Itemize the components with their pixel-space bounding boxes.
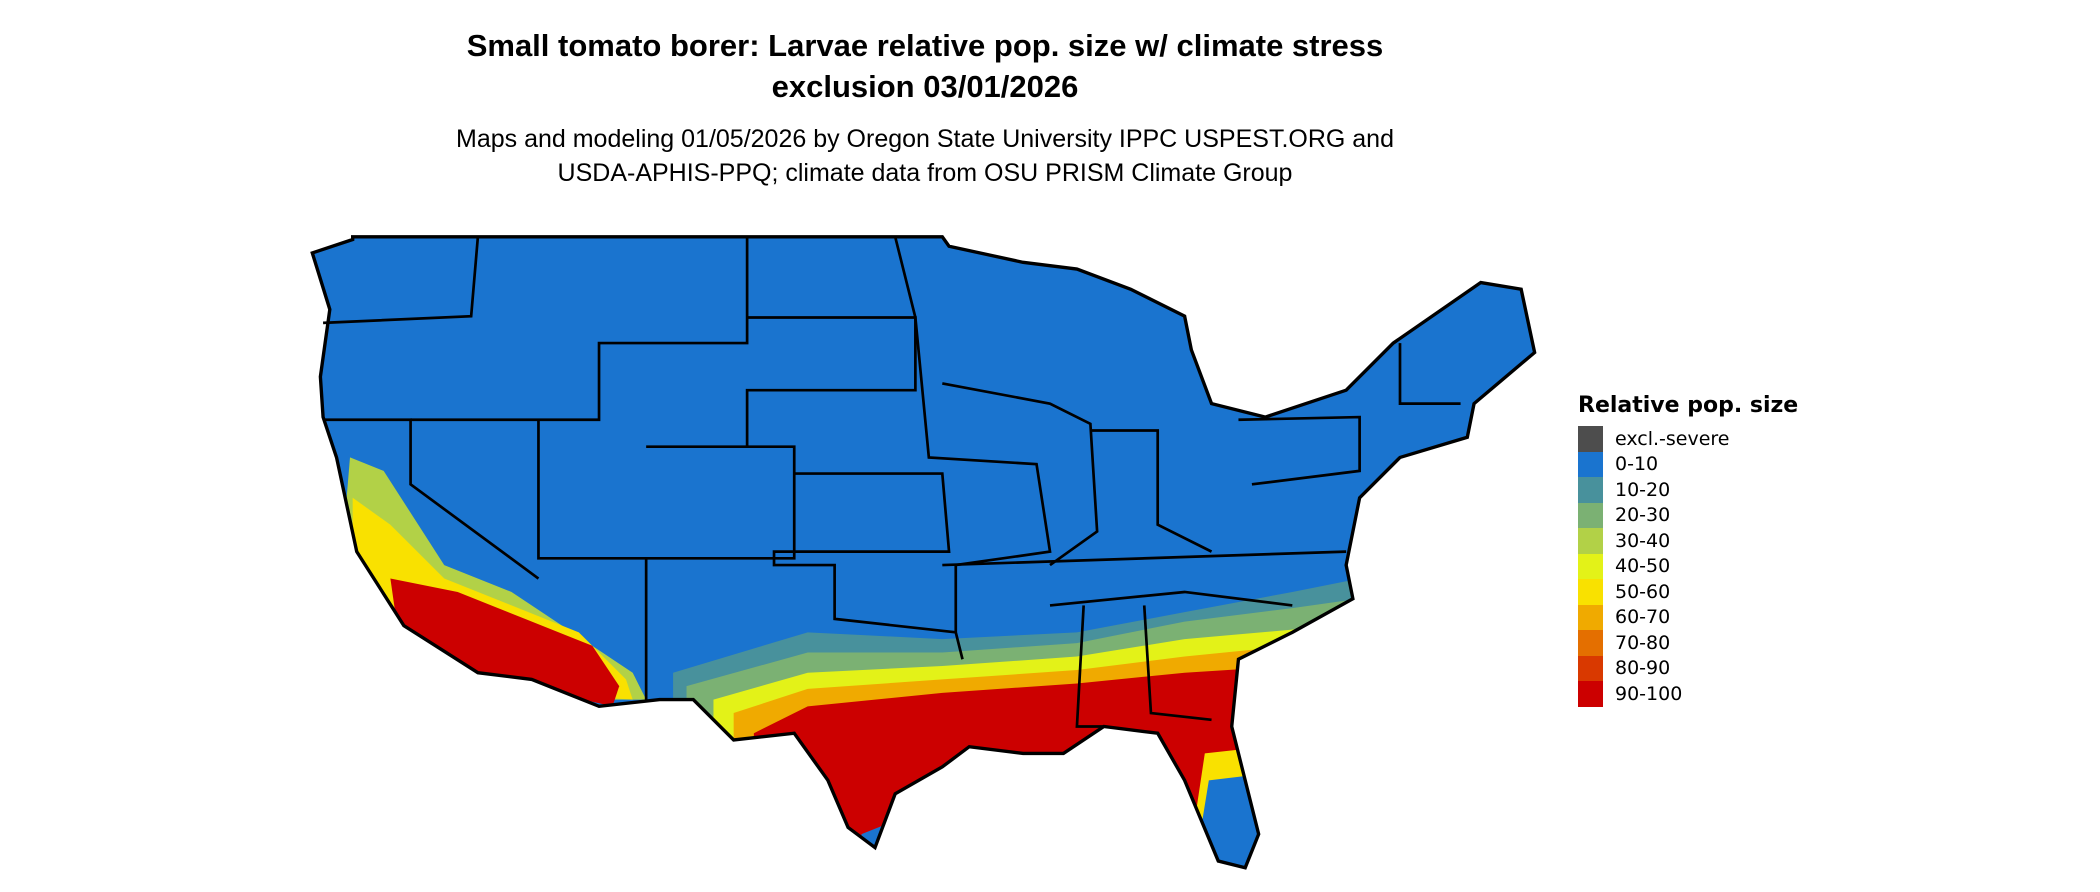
legend-swatch: [1578, 477, 1603, 503]
map-subtitle-line1: Maps and modeling 01/05/2026 by Oregon S…: [456, 125, 1394, 153]
legend-label: excl.-severe: [1615, 427, 1730, 450]
legend-item: 60-70: [1578, 604, 1798, 630]
legend-label: 30-40: [1615, 529, 1671, 552]
legend-swatch: [1578, 426, 1603, 452]
legend-label: 60-70: [1615, 606, 1671, 629]
legend-item: 40-50: [1578, 553, 1798, 579]
legend-title: Relative pop. size: [1578, 393, 1799, 418]
legend-item: 30-40: [1578, 528, 1798, 554]
map-subtitle-line2: USDA-APHIS-PPQ; climate data from OSU PR…: [557, 159, 1293, 187]
legend-label: 10-20: [1615, 478, 1671, 501]
legend-item: 90-100: [1578, 681, 1798, 707]
legend-swatch: [1578, 681, 1603, 707]
region-sw-90-100: [390, 578, 620, 707]
legend-label: 40-50: [1615, 555, 1671, 578]
legend-swatch: [1578, 655, 1603, 681]
legend-label: 20-30: [1615, 504, 1671, 527]
legend-label: 80-90: [1615, 657, 1671, 680]
legend: Relative pop. size excl.-severe 0-10 10-20…: [1578, 393, 1798, 707]
legend-items: excl.-severe 0-10 10-20 20-30 30-40 40-50 50-6…: [1578, 426, 1798, 707]
legend-item: 0-10: [1578, 451, 1798, 477]
legend-label: 50-60: [1615, 580, 1671, 603]
map-title-line1: Small tomato borer: Larvae relative pop.…: [466, 28, 1384, 63]
legend-swatch: [1578, 553, 1603, 579]
legend-item: 70-80: [1578, 630, 1798, 656]
legend-item: 10-20: [1578, 477, 1798, 503]
legend-item: 50-60: [1578, 579, 1798, 605]
legend-label: 90-100: [1615, 682, 1683, 705]
legend-swatch: [1578, 579, 1603, 605]
legend-swatch: [1578, 502, 1603, 528]
legend-swatch: [1578, 451, 1603, 477]
legend-swatch: [1578, 604, 1603, 630]
legend-item: 20-30: [1578, 502, 1798, 528]
legend-swatch: [1578, 630, 1603, 656]
state-borders: [323, 236, 1461, 728]
legend-item: 80-90: [1578, 655, 1798, 681]
legend-label: 0-10: [1615, 453, 1659, 476]
legend-label: 70-80: [1615, 631, 1671, 654]
map-title-line2: exclusion 03/01/2026: [771, 69, 1079, 104]
legend-item: excl.-severe: [1578, 426, 1798, 452]
legend-swatch: [1578, 528, 1603, 554]
